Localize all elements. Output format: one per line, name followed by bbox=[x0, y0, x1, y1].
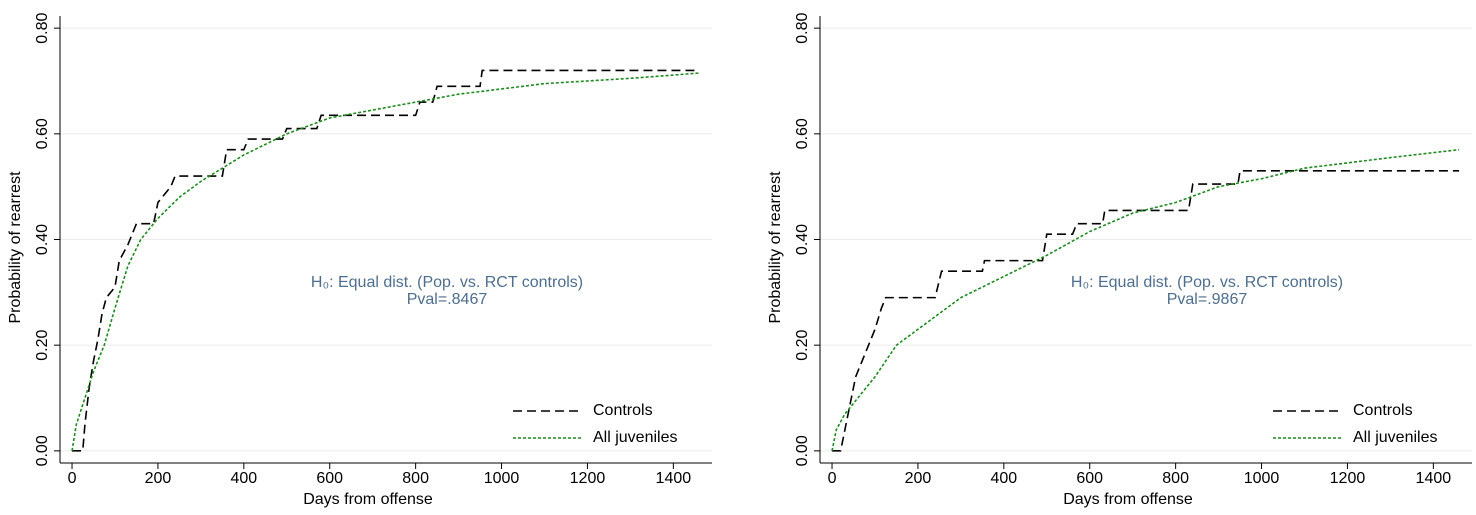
x-tick-label: 600 bbox=[1076, 470, 1103, 487]
y-tick-label: 0.00 bbox=[34, 435, 51, 466]
x-axis-title: Days from offense bbox=[1063, 491, 1193, 508]
x-tick-label: 1000 bbox=[484, 470, 520, 487]
x-tick-label: 600 bbox=[316, 470, 343, 487]
x-tick-label: 0 bbox=[68, 470, 77, 487]
annotation: Pval=.8467 bbox=[407, 291, 488, 308]
legend-label: All juveniles bbox=[593, 429, 677, 446]
y-tick-label: 0.40 bbox=[794, 224, 811, 255]
legend-label: All juveniles bbox=[1353, 429, 1437, 446]
y-axis-title: Probability of rearrest bbox=[767, 171, 784, 324]
y-tick-label: 0.40 bbox=[34, 224, 51, 255]
y-tick-label: 0.00 bbox=[794, 435, 811, 466]
x-tick-label: 800 bbox=[402, 470, 429, 487]
x-tick-label: 1000 bbox=[1244, 470, 1280, 487]
series-line bbox=[831, 148, 1460, 452]
x-tick-label: 1400 bbox=[1416, 470, 1452, 487]
x-tick-label: 1200 bbox=[570, 470, 606, 487]
annotation: H₀: Equal dist. (Pop. vs. RCT controls) bbox=[311, 274, 583, 291]
legend-label: Controls bbox=[593, 402, 653, 419]
x-tick-label: 400 bbox=[990, 470, 1017, 487]
y-tick-label: 0.80 bbox=[794, 12, 811, 43]
annotation: H₀: Equal dist. (Pop. vs. RCT controls) bbox=[1071, 274, 1343, 291]
series-line bbox=[72, 69, 700, 452]
y-tick-label: 0.20 bbox=[794, 330, 811, 361]
y-axis-title: Probability of rearrest bbox=[7, 171, 24, 324]
x-axis-title: Days from offense bbox=[303, 491, 433, 508]
x-tick-label: 1400 bbox=[656, 470, 692, 487]
series-line bbox=[71, 72, 700, 451]
y-tick-label: 0.80 bbox=[34, 12, 51, 43]
x-tick-label: 0 bbox=[828, 470, 837, 487]
x-tick-label: 800 bbox=[1162, 470, 1189, 487]
legend-label: Controls bbox=[1353, 402, 1413, 419]
y-tick-label: 0.60 bbox=[794, 118, 811, 149]
x-tick-label: 200 bbox=[905, 470, 932, 487]
annotation: Pval=.9867 bbox=[1167, 291, 1248, 308]
x-tick-label: 1200 bbox=[1330, 470, 1366, 487]
x-tick-label: 400 bbox=[230, 470, 257, 487]
y-tick-label: 0.20 bbox=[34, 330, 51, 361]
y-tick-label: 0.60 bbox=[34, 118, 51, 149]
x-tick-label: 200 bbox=[145, 470, 172, 487]
